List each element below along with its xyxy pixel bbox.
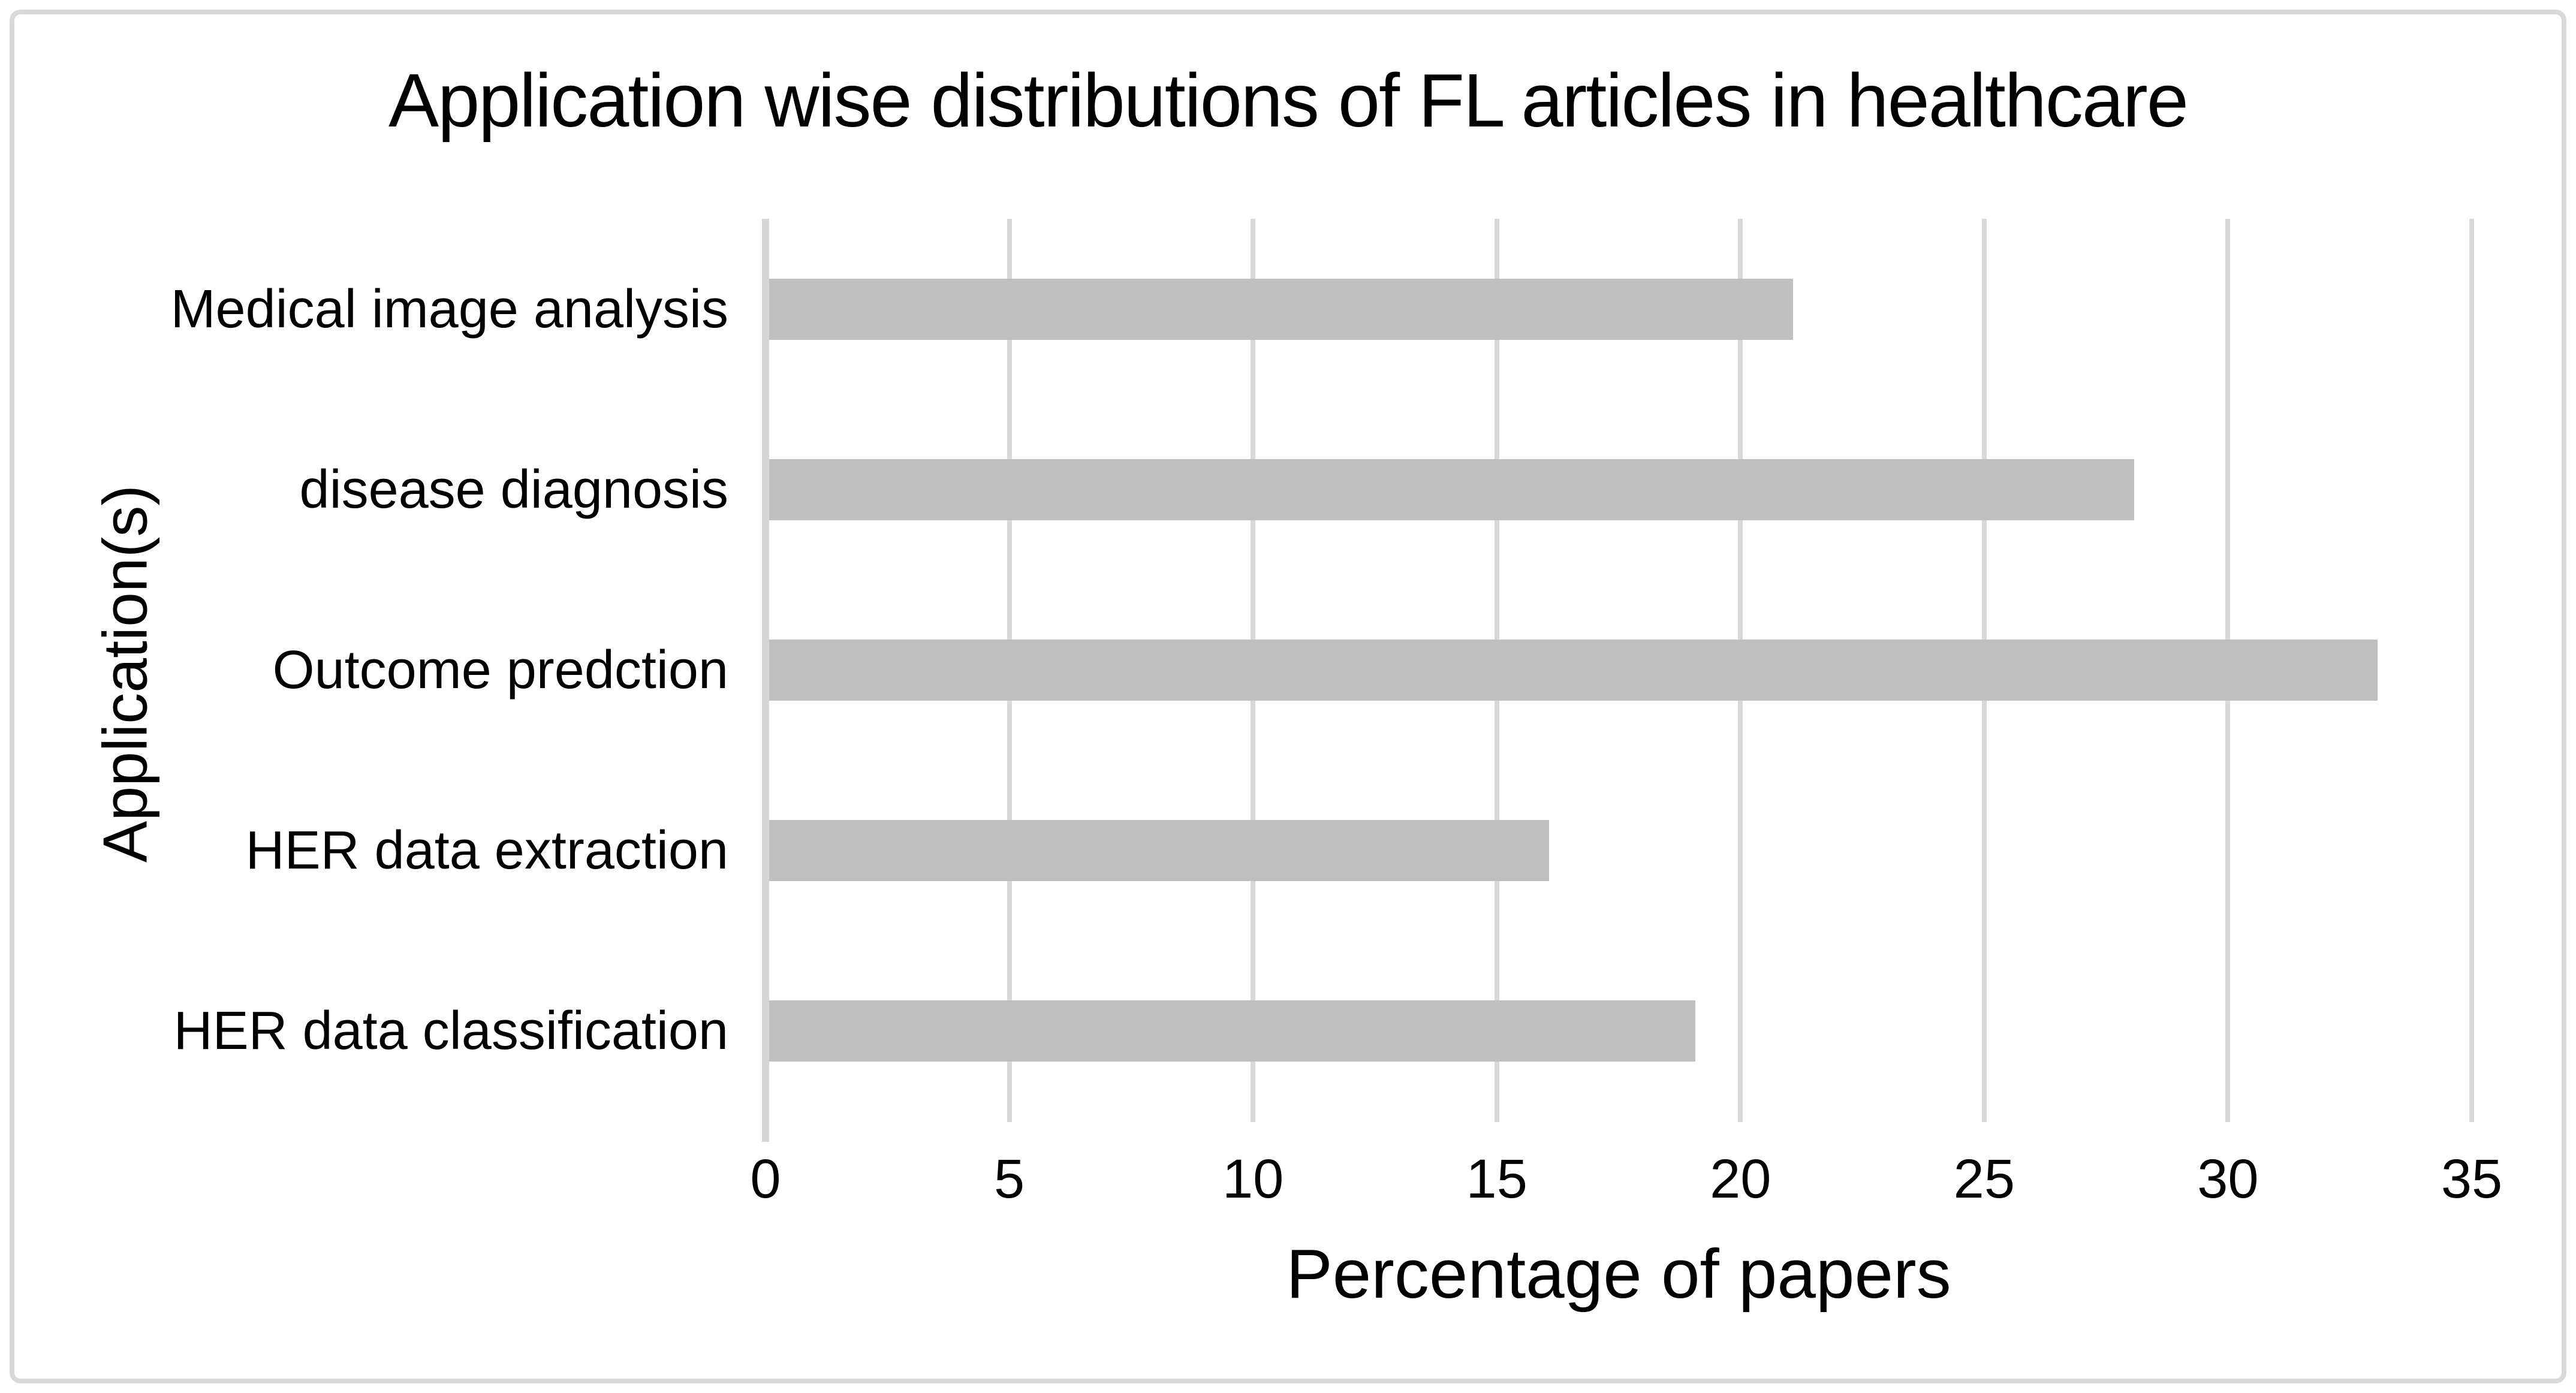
bar-disease-diagnosis [769,459,2134,520]
bar-her-data-classification [769,1000,1695,1062]
category-label-disease-diagnosis: disease diagnosis [299,459,728,520]
category-label-outcome-predction: Outcome predction [272,640,728,700]
x-tick-label-20: 20 [1710,1148,1771,1210]
x-tick-label-10: 10 [1222,1148,1284,1210]
category-label-her-data-classification: HER data classification [173,1000,728,1061]
plot-area: 0 5 10 15 20 25 30 35 Medical image analysis dise… [171,219,2502,1207]
gridline-x-35 [2469,219,2474,1122]
chart-title: Application wise distributions of FL art… [388,58,2189,143]
x-axis-title: Percentage of papers [1286,1235,1951,1313]
bar-outcome-predction [769,639,2378,701]
y-axis-title: Application(s) [91,484,161,863]
bar-her-data-extraction [769,819,1550,881]
category-label-medical-image-analysis: Medical image analysis [170,279,728,339]
bar-medical-image-analysis [769,278,1793,340]
x-tick-label-30: 30 [2197,1148,2259,1210]
x-tick-label-35: 35 [2441,1148,2503,1210]
x-tick-label-0: 0 [750,1148,781,1210]
x-tick-label-25: 25 [1953,1148,2015,1210]
x-tick-label-15: 15 [1466,1148,1527,1210]
category-label-her-data-extraction: HER data extraction [245,820,728,881]
gridline-x-0 [762,219,769,1142]
x-tick-label-5: 5 [993,1148,1025,1210]
